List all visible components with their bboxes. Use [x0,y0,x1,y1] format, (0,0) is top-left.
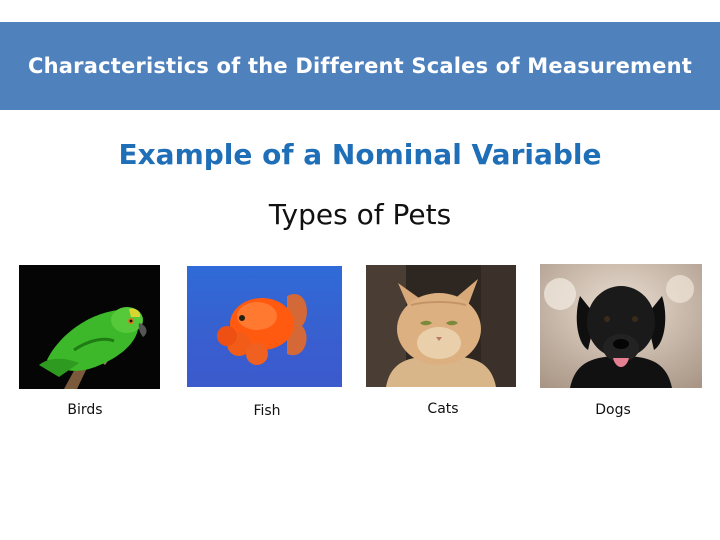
pet-label-fish: Fish [253,403,281,419]
cat-photo [366,265,516,387]
title-banner: Characteristics of the Different Scales … [0,22,720,110]
slide-heading: Example of a Nominal Variable [118,138,602,171]
pet-label-birds: Birds [67,402,103,418]
slide-title: Characteristics of the Different Scales … [28,54,692,78]
dog-photo [540,264,702,388]
slide-subheading: Types of Pets [268,198,452,231]
pet-label-dogs: Dogs [595,402,631,418]
parrot-photo [19,265,160,389]
pet-label-cats: Cats [427,401,459,417]
goldfish-photo [187,266,342,387]
